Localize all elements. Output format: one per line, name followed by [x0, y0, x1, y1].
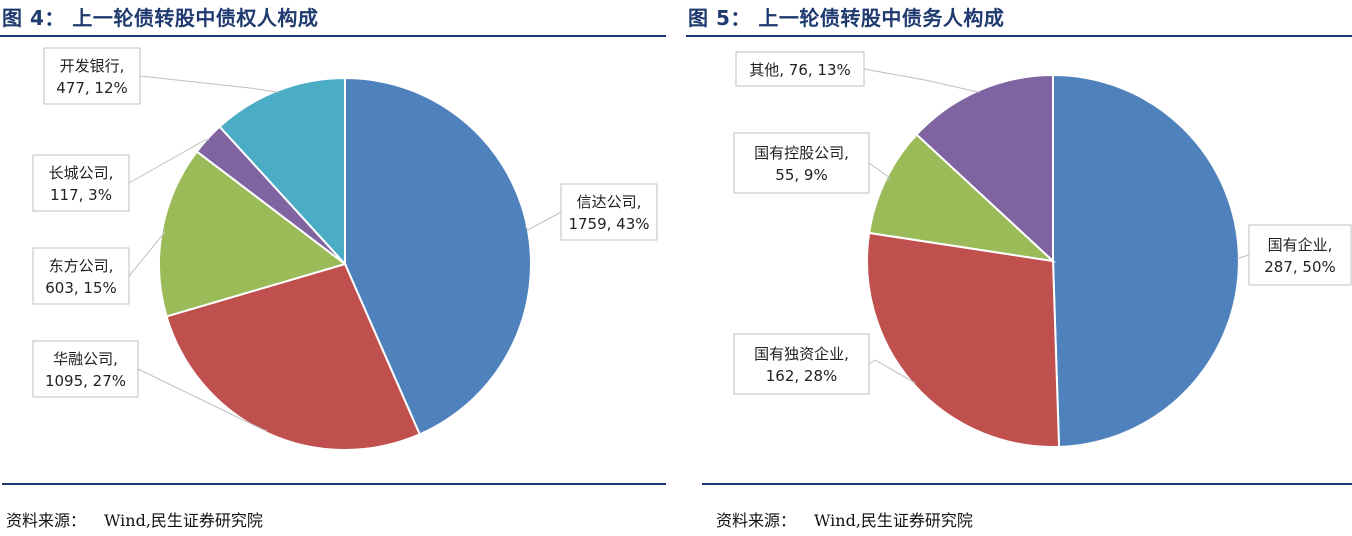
pie-chart: 国有企业, 287, 50% 国有独资企业, 162, 28% 国有控股公司, 55, 9… — [733, 51, 1352, 448]
pie-slice-1 — [165, 262, 422, 451]
pie-slice-0 — [1052, 73, 1240, 448]
label-box — [1248, 224, 1352, 286]
data-label-2: 国有控股公司, 55, 9% — [733, 132, 870, 194]
label-box — [43, 47, 141, 105]
figure-title: 图 4： 上一轮债转股中债权人构成 — [2, 6, 319, 30]
leader-line-4 — [139, 75, 279, 93]
label-line-1: 开发银行, — [60, 57, 125, 75]
label-line-2: 287, 50% — [1264, 258, 1336, 276]
label-box — [32, 340, 139, 398]
bottom-divider — [702, 483, 1352, 485]
leader-line-2 — [868, 162, 891, 182]
label-box — [560, 183, 658, 241]
label-line-2: 1759, 43% — [568, 215, 649, 233]
data-label-1: 国有独资企业, 162, 28% — [733, 333, 870, 395]
data-label-2: 东方公司, 603, 15% — [32, 247, 130, 305]
leader-line-0 — [1237, 254, 1250, 259]
leader-line-2 — [128, 230, 166, 277]
title-divider — [0, 35, 666, 37]
source-note: 资料来源： Wind,民生证券研究院 — [716, 507, 973, 531]
leader-line-0 — [524, 211, 562, 231]
label-line-2: 1095, 27% — [45, 372, 126, 390]
figure-4-panel: 图 4： 上一轮债转股中债权人构成 信达公司, 1759, 43% 华融公司, 109… — [0, 0, 668, 536]
label-line-1: 东方公司, — [49, 257, 114, 275]
data-label-4: 开发银行, 477, 12% — [43, 47, 141, 105]
label-line-1: 信达公司, — [577, 193, 642, 211]
data-label-3: 其他, 76, 13% — [735, 51, 865, 87]
data-label-0: 信达公司, 1759, 43% — [560, 183, 658, 241]
label-line-1: 其他, 76, 13% — [749, 61, 851, 79]
source-prefix: 资料来源： — [716, 511, 797, 530]
pie-slice-4 — [218, 76, 346, 267]
title-divider — [686, 35, 1352, 37]
data-label-3: 长城公司, 117, 3% — [32, 154, 130, 212]
figure-5-panel: 图 5： 上一轮债转股中债务人构成 国有企业, 287, 50% 国有独资企业, 16… — [686, 0, 1352, 536]
label-box — [733, 333, 870, 395]
label-line-2: 55, 9% — [775, 166, 827, 184]
label-line-1: 国有独资企业, — [754, 345, 849, 363]
pie-slice-1 — [866, 231, 1061, 448]
figure-title: 图 5： 上一轮债转股中债务人构成 — [688, 6, 1005, 30]
label-line-2: 117, 3% — [50, 186, 112, 204]
pie-slice-0 — [344, 76, 533, 436]
label-line-2: 603, 15% — [45, 279, 117, 297]
source-text: Wind,民生证券研究院 — [104, 511, 263, 530]
pie-slice-2 — [158, 150, 348, 318]
pie-slice-3 — [915, 73, 1054, 264]
label-line-2: 162, 28% — [766, 367, 838, 385]
source-text: Wind,民生证券研究院 — [814, 511, 973, 530]
leader-line-1 — [137, 368, 268, 432]
bottom-divider — [2, 483, 666, 485]
pie-slice-2 — [868, 133, 1057, 263]
data-label-0: 国有企业, 287, 50% — [1248, 224, 1352, 286]
label-line-1: 国有企业, — [1268, 236, 1333, 254]
leader-line-1 — [868, 359, 916, 384]
label-box — [733, 132, 870, 194]
label-box — [735, 51, 865, 87]
label-line-1: 国有控股公司, — [754, 144, 849, 162]
leader-line-3 — [128, 139, 210, 184]
label-box — [32, 154, 130, 212]
data-label-1: 华融公司, 1095, 27% — [32, 340, 139, 398]
pie-chart: 信达公司, 1759, 43% 华融公司, 1095, 27% 东方公司, 603, 15… — [32, 47, 658, 451]
label-line-1: 华融公司, — [53, 350, 118, 368]
label-line-1: 长城公司, — [49, 164, 114, 182]
leader-line-3 — [863, 68, 980, 93]
label-box — [32, 247, 130, 305]
label-line-2: 477, 12% — [56, 79, 128, 97]
source-note: 资料来源： Wind,民生证券研究院 — [6, 507, 263, 531]
source-prefix: 资料来源： — [6, 511, 87, 530]
